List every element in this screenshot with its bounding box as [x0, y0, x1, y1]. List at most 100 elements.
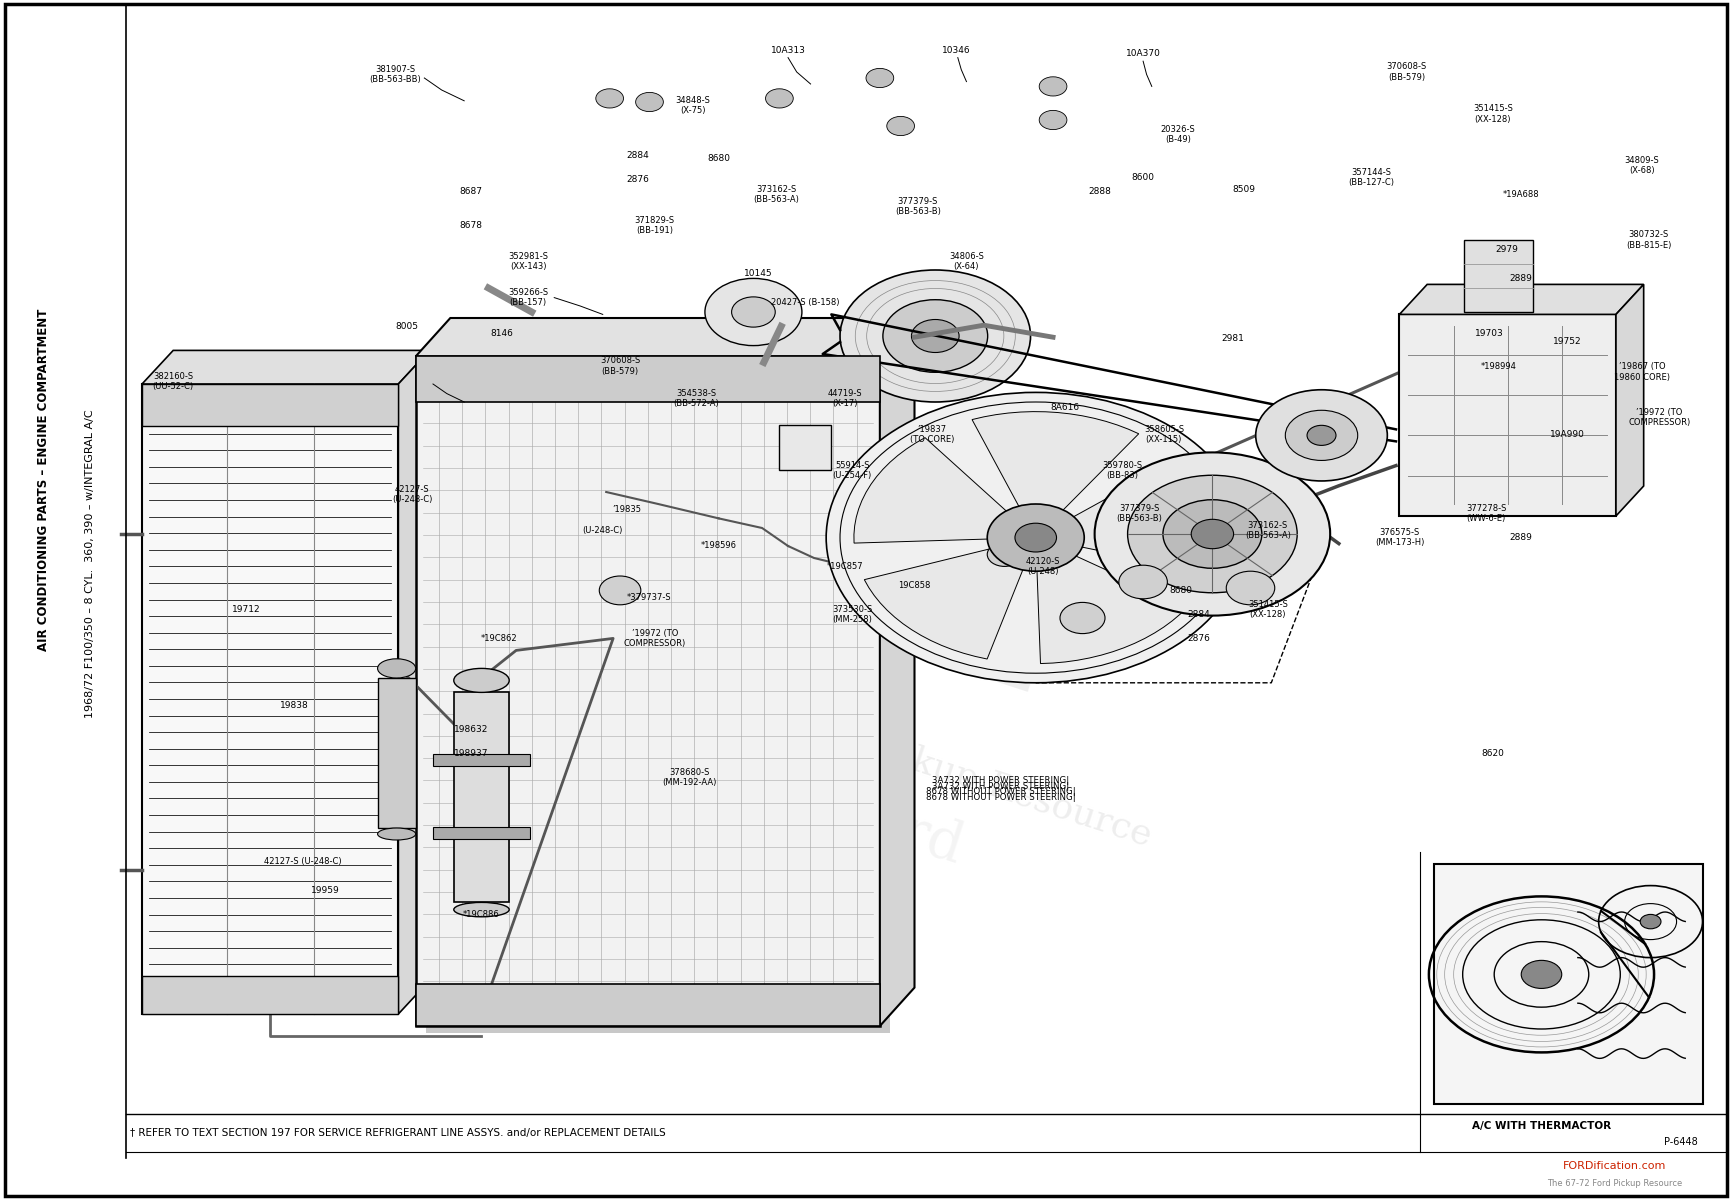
Text: 55914-S
(U-254-F): 55914-S (U-254-F): [833, 461, 871, 480]
Text: 2876: 2876: [625, 175, 650, 185]
Polygon shape: [880, 318, 914, 1026]
Polygon shape: [398, 350, 430, 1014]
Polygon shape: [1037, 554, 1188, 664]
Text: P-6448: P-6448: [1664, 1138, 1697, 1147]
Text: 19959: 19959: [312, 886, 339, 895]
Text: 351415-S
(XX-128): 351415-S (XX-128): [1247, 600, 1289, 619]
Text: 198632: 198632: [454, 725, 488, 734]
Text: 198937: 198937: [454, 749, 488, 758]
Text: 10145: 10145: [745, 269, 772, 278]
Text: 3A732 WITH POWER STEERING|
8678 WITHOUT POWER STEERING|: 3A732 WITH POWER STEERING| 8678 WITHOUT …: [927, 776, 1076, 796]
Text: 359780-S
(BB-83): 359780-S (BB-83): [1102, 461, 1143, 480]
Text: 2884: 2884: [1186, 610, 1211, 619]
Text: ’19972 (TO
COMPRESSOR): ’19972 (TO COMPRESSOR): [1628, 408, 1690, 427]
Text: FORDification.com: FORDification.com: [1562, 1162, 1666, 1171]
Text: ’19972 (TO
COMPRESSOR): ’19972 (TO COMPRESSOR): [624, 629, 686, 648]
Text: 42127-S (U-248-C): 42127-S (U-248-C): [265, 857, 341, 866]
Bar: [1399, 314, 1616, 516]
Text: 8678: 8678: [459, 221, 483, 230]
Text: 378680-S
(MM-192-AA): 378680-S (MM-192-AA): [662, 768, 717, 787]
Text: *379737-S: *379737-S: [627, 593, 672, 602]
Text: 8687: 8687: [459, 187, 483, 197]
Text: 351415-S
(XX-128): 351415-S (XX-128): [1472, 104, 1514, 124]
Polygon shape: [864, 547, 1024, 659]
Text: *19C886: *19C886: [462, 910, 501, 919]
Circle shape: [766, 89, 793, 108]
Text: *19A688: *19A688: [1502, 190, 1540, 199]
Circle shape: [1521, 960, 1562, 989]
Text: ’19837
(TO CORE): ’19837 (TO CORE): [909, 425, 954, 444]
Text: 357144-S
(BB-127-C): 357144-S (BB-127-C): [1349, 168, 1394, 187]
Polygon shape: [854, 438, 1010, 544]
Circle shape: [1226, 571, 1275, 605]
Text: 8680: 8680: [707, 154, 731, 163]
Circle shape: [1256, 390, 1387, 481]
Circle shape: [1308, 425, 1335, 445]
Text: 3A732 WITH POWER STEERING|
8678 WITHOUT POWER STEERING|: 3A732 WITH POWER STEERING| 8678 WITHOUT …: [927, 782, 1076, 802]
Text: 19703: 19703: [1476, 329, 1503, 338]
Text: 10346: 10346: [942, 46, 970, 55]
Text: AIR CONDITIONING PARTS – ENGINE COMPARTMENT: AIR CONDITIONING PARTS – ENGINE COMPARTM…: [36, 308, 50, 652]
Bar: [142, 384, 398, 426]
Text: Ford: Ford: [667, 475, 1065, 725]
Bar: [416, 356, 880, 402]
Text: 44719-S
(X-17): 44719-S (X-17): [828, 389, 863, 408]
Text: 34848-S
(X-75): 34848-S (X-75): [675, 96, 710, 115]
Bar: [433, 754, 530, 766]
Text: 382160-S
(UU-52-C): 382160-S (UU-52-C): [152, 372, 194, 391]
Text: 2876: 2876: [1186, 634, 1211, 643]
Circle shape: [1015, 523, 1057, 552]
Text: 10A370: 10A370: [1126, 49, 1160, 59]
Circle shape: [987, 542, 1022, 566]
Text: ’19867 (TO
19860 CORE): ’19867 (TO 19860 CORE): [1614, 362, 1670, 382]
Text: 376575-S
(MM-173-H): 376575-S (MM-173-H): [1375, 528, 1424, 547]
Text: The Ford
67 - 72: The Ford 67 - 72: [693, 745, 970, 935]
Circle shape: [705, 278, 802, 346]
Text: 8620: 8620: [1481, 749, 1505, 758]
Circle shape: [1285, 410, 1358, 461]
Circle shape: [1128, 475, 1297, 593]
Text: 42127-S
(U-248-C): 42127-S (U-248-C): [391, 485, 433, 504]
Text: 2889: 2889: [1509, 274, 1533, 283]
Text: ’19835: ’19835: [613, 505, 641, 515]
Text: 380732-S
(BB-815-E): 380732-S (BB-815-E): [1626, 230, 1671, 250]
Circle shape: [866, 68, 894, 88]
Circle shape: [1192, 520, 1233, 548]
Text: 8005: 8005: [395, 322, 419, 331]
Text: 34809-S
(X-68): 34809-S (X-68): [1625, 156, 1659, 175]
Circle shape: [911, 319, 960, 353]
Text: *198596: *198596: [701, 541, 736, 551]
Bar: [416, 984, 880, 1026]
Ellipse shape: [454, 902, 509, 917]
Circle shape: [1119, 565, 1167, 599]
Bar: [1464, 240, 1533, 312]
Text: *19C862: *19C862: [480, 634, 518, 643]
Circle shape: [887, 116, 914, 136]
Text: 373162-S
(BB-563-A): 373162-S (BB-563-A): [753, 185, 798, 204]
Text: 2888: 2888: [1088, 187, 1112, 197]
Circle shape: [636, 92, 663, 112]
Text: 377379-S
(BB-563-B): 377379-S (BB-563-B): [1117, 504, 1162, 523]
Polygon shape: [142, 350, 430, 384]
Circle shape: [883, 300, 987, 372]
Text: 354538-S
(BB-572-A): 354538-S (BB-572-A): [674, 389, 719, 408]
Text: 358605-S
(XX-115): 358605-S (XX-115): [1143, 425, 1185, 444]
Bar: [416, 356, 880, 1026]
Text: 19C858: 19C858: [899, 581, 930, 590]
Text: 19712: 19712: [232, 605, 260, 614]
Polygon shape: [1399, 284, 1644, 314]
Bar: [433, 828, 530, 840]
Text: 373530-S
(MM-258): 373530-S (MM-258): [831, 605, 873, 624]
Text: 359266-S
(BB-157): 359266-S (BB-157): [507, 288, 549, 307]
Bar: [378, 678, 416, 828]
Circle shape: [1039, 110, 1067, 130]
Text: 20326-S
(B-49): 20326-S (B-49): [1160, 125, 1195, 144]
Text: 2884: 2884: [625, 151, 650, 161]
Bar: [1434, 864, 1703, 1104]
Circle shape: [826, 392, 1245, 683]
Text: 42120-S
(U-248): 42120-S (U-248): [1025, 557, 1060, 576]
Text: 8A616: 8A616: [1051, 403, 1079, 413]
Text: 352981-S
(XX-143): 352981-S (XX-143): [507, 252, 549, 271]
Text: 371829-S
(BB-191): 371829-S (BB-191): [634, 216, 675, 235]
Bar: [426, 364, 890, 1033]
